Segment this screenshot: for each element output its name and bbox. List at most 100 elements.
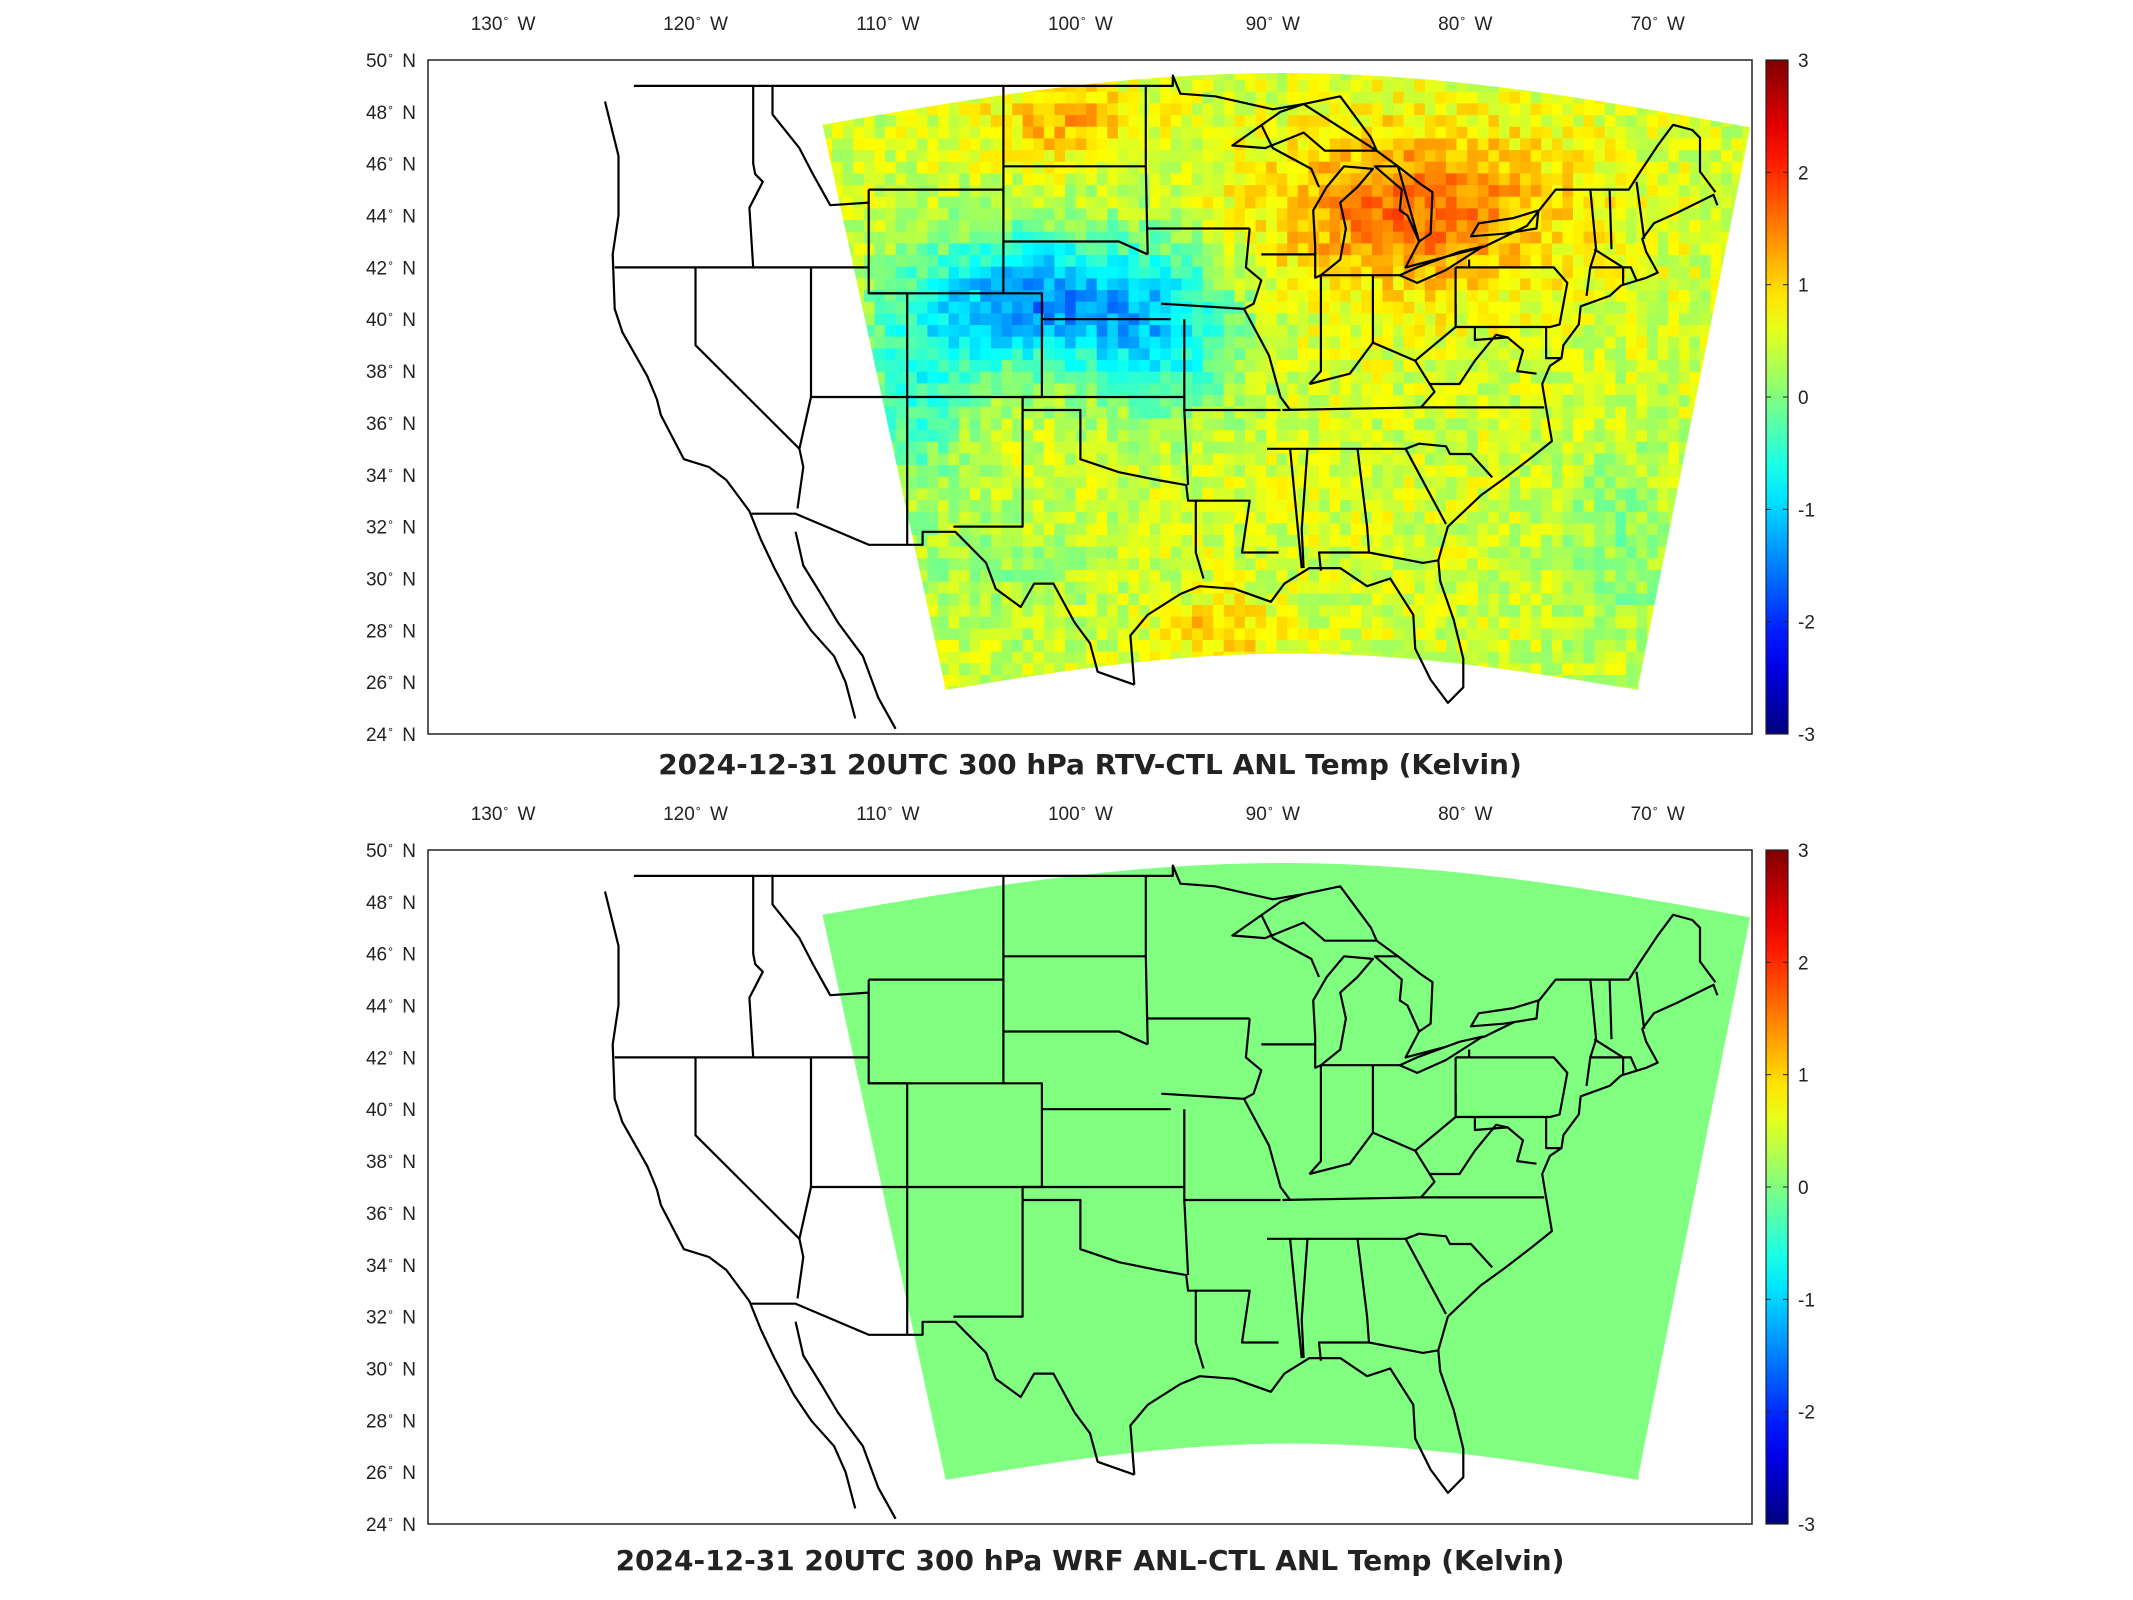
anomaly-cell	[885, 207, 897, 221]
anomaly-cell	[1594, 534, 1606, 547]
anomaly-cell	[1160, 627, 1172, 640]
anomaly-cell	[1530, 371, 1542, 384]
anomaly-cell	[1456, 464, 1468, 477]
anomaly-cell	[1001, 557, 1013, 570]
anomaly-cell	[1393, 79, 1405, 92]
anomaly-cell	[1583, 546, 1595, 559]
anomaly-cell	[1393, 394, 1405, 407]
anomaly-cell	[1382, 277, 1394, 291]
anomaly-cell	[1541, 172, 1553, 186]
anomaly-cell	[1551, 242, 1564, 256]
anomaly-cell	[1181, 184, 1193, 197]
anomaly-cell	[1244, 196, 1257, 209]
anomaly-cell	[1128, 231, 1140, 244]
anomaly-cell	[959, 394, 971, 407]
anomaly-cell	[1520, 196, 1532, 209]
anomaly-cell	[1403, 487, 1415, 500]
anomaly-cell	[874, 126, 886, 139]
anomaly-cell	[1202, 417, 1214, 430]
anomaly-cell	[1181, 137, 1193, 151]
anomaly-cell	[1583, 662, 1595, 675]
anomaly-cell	[980, 126, 992, 139]
anomaly-cell	[1329, 581, 1341, 594]
anomaly-cell	[906, 511, 918, 524]
anomaly-cell	[948, 359, 960, 372]
anomaly-cell	[1498, 557, 1511, 570]
anomaly-cell	[959, 674, 971, 687]
anomaly-cell	[1594, 137, 1606, 151]
anomaly-cell	[1022, 137, 1034, 151]
anomaly-cell	[1562, 511, 1574, 524]
anomaly-cell	[1287, 429, 1299, 442]
anomaly-cell	[1615, 546, 1627, 559]
anomaly-cell	[1477, 301, 1489, 314]
anomaly-cell	[1520, 522, 1532, 535]
anomaly-cell	[1297, 616, 1309, 629]
anomaly-cell	[1626, 662, 1638, 675]
anomaly-cell	[1297, 429, 1309, 442]
anomaly-cell	[1668, 406, 1680, 419]
anomaly-cell	[1403, 312, 1415, 325]
anomaly-cell	[1541, 91, 1553, 104]
anomaly-cell	[1647, 184, 1659, 197]
anomaly-cell	[1424, 557, 1436, 570]
anomaly-cell	[1223, 91, 1235, 104]
anomaly-cell	[1615, 592, 1627, 605]
anomaly-cell	[895, 371, 907, 384]
anomaly-cell	[1520, 266, 1532, 279]
anomaly-cell	[1350, 522, 1362, 535]
anomaly-cell	[1414, 359, 1426, 372]
anomaly-cell	[1689, 242, 1701, 256]
anomaly-cell	[1012, 429, 1024, 442]
anomaly-cell	[948, 686, 960, 690]
anomaly-cell	[1340, 639, 1352, 652]
anomaly-cell	[1700, 149, 1712, 162]
anomaly-cell	[938, 371, 950, 384]
anomaly-cell	[959, 616, 971, 629]
anomaly-cell	[1329, 511, 1341, 524]
anomaly-cell	[1149, 114, 1161, 127]
anomaly-cell	[1551, 616, 1564, 629]
anomaly-cell	[1213, 254, 1225, 267]
anomaly-cell	[1170, 557, 1182, 570]
anomaly-cell	[1192, 371, 1204, 384]
anomaly-cell	[1424, 336, 1436, 349]
anomaly-cell	[990, 616, 1003, 629]
anomaly-cell	[1689, 254, 1701, 267]
anomaly-cell	[895, 219, 907, 232]
anomaly-cell	[1065, 324, 1077, 337]
anomaly-cell	[1244, 371, 1257, 384]
anomaly-cell	[1477, 114, 1489, 127]
anomaly-cell	[1509, 277, 1521, 291]
anomaly-cell	[1657, 301, 1669, 314]
anomaly-cell	[990, 604, 1003, 617]
anomaly-cell	[1266, 277, 1278, 291]
anomaly-cell	[1223, 417, 1235, 430]
anomaly-cell	[1086, 476, 1098, 489]
anomaly-cell	[1467, 464, 1479, 477]
anomaly-cell	[1414, 476, 1426, 489]
anomaly-cell	[1498, 371, 1511, 384]
anomaly-cell	[1308, 476, 1320, 489]
anomaly-cell	[1551, 394, 1564, 407]
anomaly-cell	[1382, 149, 1394, 162]
anomaly-cell	[1096, 149, 1108, 162]
anomaly-cell	[1562, 347, 1574, 360]
anomaly-cell	[1509, 569, 1521, 582]
anomaly-cell	[1128, 441, 1140, 454]
anomaly-cell	[1107, 184, 1119, 197]
anomaly-cell	[1710, 126, 1722, 139]
anomaly-cell	[885, 347, 897, 360]
anomaly-cell	[1573, 336, 1585, 349]
anomaly-cell	[1657, 546, 1669, 559]
anomaly-cell	[1107, 382, 1119, 395]
anomaly-cell	[1583, 359, 1595, 372]
anomaly-cell	[1319, 312, 1331, 325]
anomaly-cell	[1266, 557, 1278, 570]
anomaly-cell	[1107, 254, 1119, 267]
anomaly-cell	[1435, 592, 1447, 605]
anomaly-cell	[1297, 569, 1309, 582]
anomaly-cell	[1371, 557, 1384, 570]
anomaly-cell	[990, 207, 1003, 221]
anomaly-cell	[1234, 137, 1246, 151]
